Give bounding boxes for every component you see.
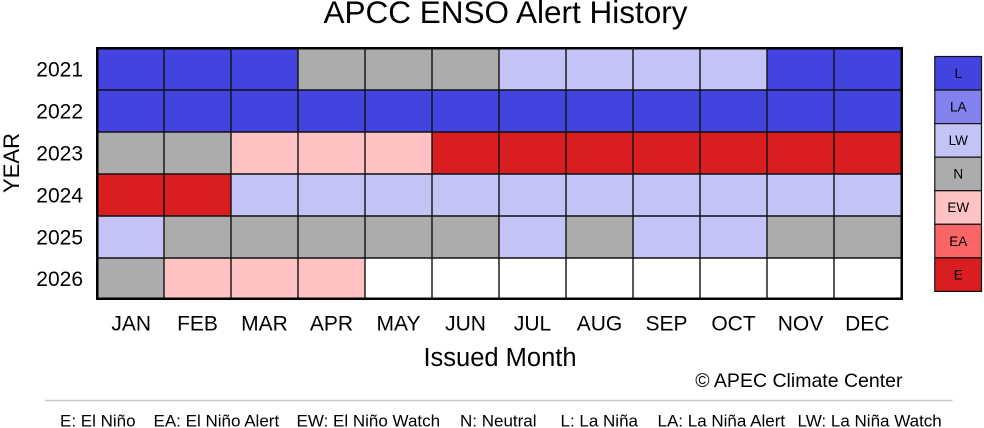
svg-text:2025: 2025 [36,226,83,249]
svg-text:LW: LW [949,133,969,148]
svg-text:APCC ENSO Alert History: APCC ENSO Alert History [323,0,687,30]
svg-text:2026: 2026 [36,268,83,291]
svg-text:N: N [953,167,963,182]
svg-text:MAY: MAY [377,313,421,336]
svg-text:L: La Niña: L: La Niña [561,412,639,428]
svg-text:2021: 2021 [36,58,83,81]
svg-text:FEB: FEB [177,313,218,336]
svg-text:AUG: AUG [577,313,623,336]
svg-text:YEAR: YEAR [0,133,24,193]
svg-text:2022: 2022 [36,100,83,123]
svg-text:MAR: MAR [241,313,288,336]
svg-text:© APEC Climate Center: © APEC Climate Center [695,370,903,392]
svg-text:EW: El Niño Watch: EW: El Niño Watch [297,412,441,428]
svg-text:N: Neutral: N: Neutral [460,412,537,428]
svg-text:NOV: NOV [778,313,824,336]
svg-text:JUN: JUN [445,313,486,336]
svg-text:JAN: JAN [111,313,151,336]
svg-text:EA: El Niño Alert: EA: El Niño Alert [154,412,280,428]
svg-text:LA: LA [950,100,967,115]
svg-text:2024: 2024 [36,184,83,207]
svg-text:JUL: JUL [514,313,551,336]
svg-text:2023: 2023 [36,142,83,165]
svg-text:E: El Niño: E: El Niño [60,412,136,428]
svg-text:Issued Month: Issued Month [423,344,576,372]
svg-text:OCT: OCT [711,313,756,336]
svg-text:EA: EA [949,234,967,249]
svg-text:LW: La Niña Watch: LW: La Niña Watch [798,412,942,428]
svg-text:APR: APR [310,313,353,336]
svg-text:E: E [954,267,963,282]
svg-text:L: L [954,66,962,81]
svg-text:SEP: SEP [645,313,687,336]
svg-text:DEC: DEC [845,313,889,336]
svg-text:LA: La Niña Alert: LA: La Niña Alert [658,412,786,428]
svg-text:EW: EW [947,200,969,215]
